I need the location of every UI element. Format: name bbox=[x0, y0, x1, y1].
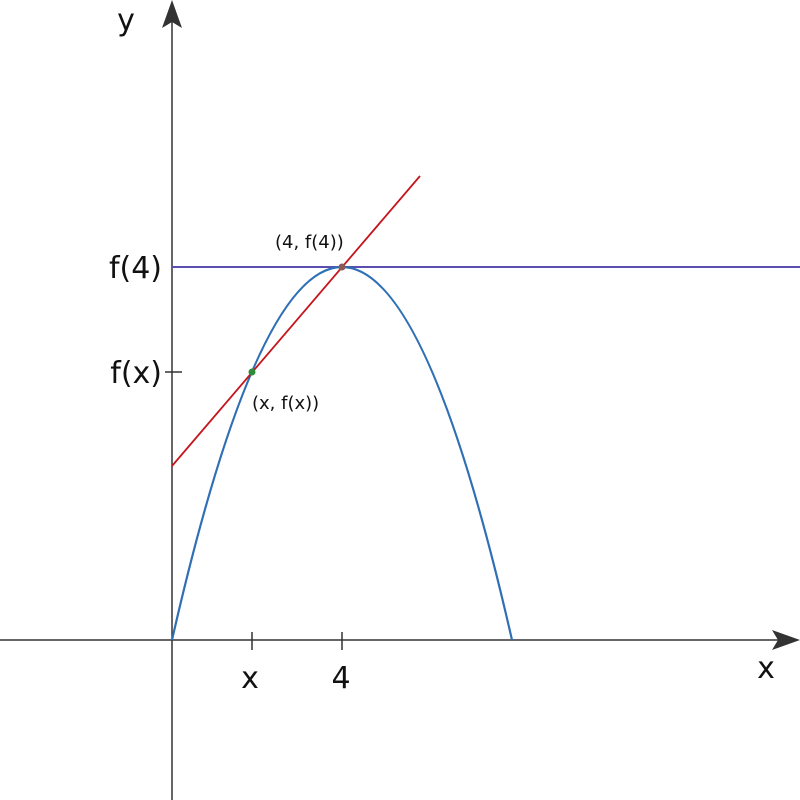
x-tick-label: x bbox=[241, 661, 259, 696]
secant-line bbox=[171, 175, 421, 467]
x-arrow bbox=[772, 630, 800, 650]
x-axis-label: x bbox=[757, 651, 775, 686]
y-tick-label: f(x) bbox=[110, 356, 162, 391]
x-tick-label: 4 bbox=[331, 661, 350, 696]
point bbox=[338, 263, 346, 271]
y-tick-label: f(4) bbox=[109, 251, 162, 286]
point-label: (x, f(x)) bbox=[252, 393, 319, 414]
curve bbox=[170, 265, 514, 641]
point bbox=[248, 368, 256, 376]
y-arrow bbox=[162, 0, 182, 28]
point-label: (4, f(4)) bbox=[275, 232, 344, 253]
y-axis-label: y bbox=[117, 3, 135, 38]
